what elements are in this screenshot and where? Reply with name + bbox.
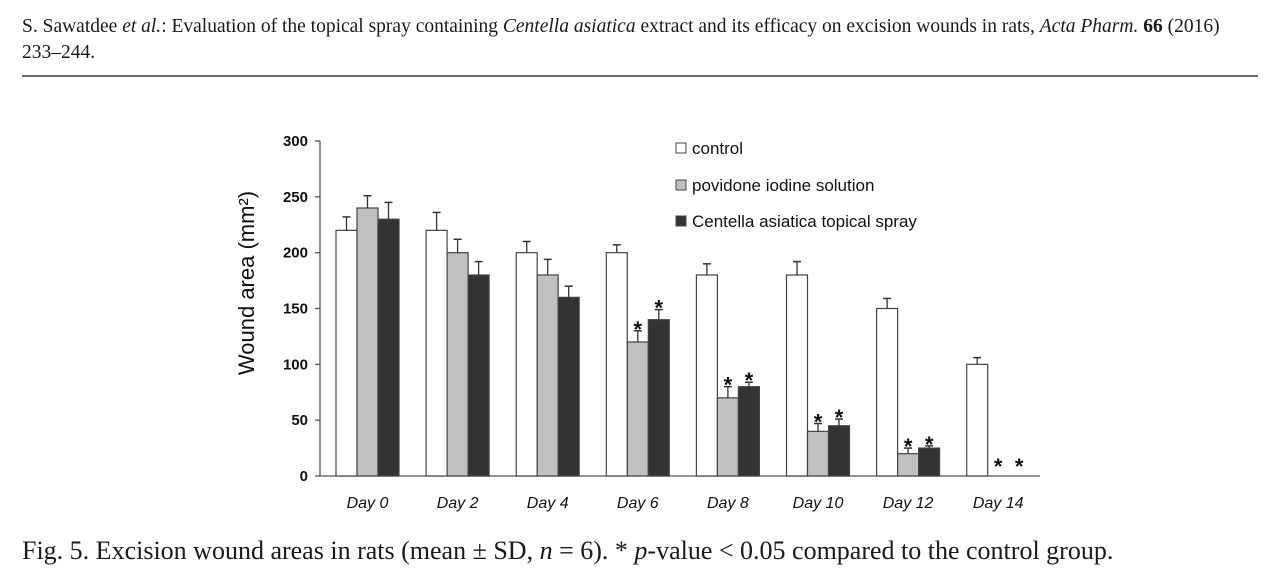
y-tick-label: 100 [283, 356, 308, 373]
bar-day-10-s2 [827, 425, 851, 477]
bars: * * * * * * * * * * [335, 194, 1024, 479]
bar-day-0-s2 [377, 218, 400, 477]
bar-day-2-s2 [467, 274, 490, 477]
legend-label: povidone iodine solution [692, 176, 874, 195]
bar-day-8-s1 [716, 397, 740, 477]
bar-day-10-s1 [806, 430, 830, 477]
y-tick-label: 50 [291, 412, 308, 429]
x-tick-label: Day 2 [437, 495, 479, 512]
bar-day-14-s0 [966, 363, 989, 477]
bar-day-6-s2 [647, 319, 670, 477]
x-tick-label: Day 10 [793, 495, 844, 512]
header-journal: Acta Pharm. [1039, 16, 1139, 37]
legend-swatch [675, 142, 687, 154]
header-year-pages: (2016) 233–244. [22, 16, 1220, 63]
header-species: Centella asiatica [502, 16, 636, 37]
bar-day-6-s0 [605, 252, 628, 477]
x-tick-label: Day 14 [973, 495, 1024, 512]
header-title-rest: extract and its efficacy on excision wou… [635, 16, 1040, 37]
header-volume: 66 [1143, 16, 1163, 37]
bar-day-4-s1 [536, 274, 559, 477]
legend-swatch [675, 215, 687, 227]
significance-star: * [724, 373, 733, 398]
y-tick-label: 300 [283, 133, 308, 150]
significance-star: * [1015, 454, 1024, 479]
caption-n-rest: = 6). * [552, 536, 635, 565]
significance-star: * [634, 317, 643, 342]
bar-day-4-s0 [515, 252, 538, 477]
bar-day-4-s2 [557, 296, 580, 477]
bar-chart: 0 50 100 150 200 250 300 Day 0 Day 2 Day 4 Day 6 Da… [234, 133, 1040, 512]
header-authors: S. Sawatdee [22, 16, 118, 37]
y-tick-label: 250 [283, 189, 308, 206]
paper-header: S. Sawatdee et al.: Evaluation of the to… [22, 14, 1262, 66]
caption-n: n [539, 536, 553, 565]
header-rule [22, 75, 1258, 77]
legend-label: control [692, 139, 743, 158]
legend: control povidone iodine solution Centella … [675, 139, 917, 231]
caption-p: p [634, 536, 648, 565]
x-tick-label: Day 6 [617, 495, 659, 512]
legend-swatch [675, 179, 687, 191]
significance-star: * [925, 432, 934, 457]
x-tick-label: Day 12 [883, 495, 934, 512]
y-tick-label: 0 [300, 468, 308, 485]
significance-star: * [835, 405, 844, 430]
significance-star: * [814, 410, 823, 435]
bar-day-6-s1 [626, 341, 649, 477]
figure-caption: Fig. 5. Excision wound areas in rats (me… [22, 536, 1113, 566]
y-axis-label: Wound area (mm²) [234, 191, 259, 375]
header-sep: : Evaluation of the topical spray contai… [161, 16, 503, 37]
bar-day-8-s0 [695, 274, 719, 477]
bar-day-2-s1 [446, 252, 469, 477]
legend-label: Centella asiatica topical spray [692, 212, 917, 231]
bar-day-0-s0 [335, 229, 358, 477]
bar-day-0-s1 [356, 207, 379, 477]
significance-star: * [994, 454, 1003, 479]
caption-prefix: Fig. 5. Excision wound areas in rats (me… [22, 536, 540, 565]
y-tick-label: 150 [283, 301, 308, 318]
y-tick-label: 200 [283, 245, 308, 262]
x-tick-label: Day 8 [707, 495, 749, 512]
bar-day-2-s0 [425, 229, 448, 477]
bar-day-8-s2 [737, 386, 761, 477]
x-tick-label: Day 0 [347, 495, 389, 512]
significance-star: * [904, 434, 913, 459]
header-et-al: et al. [122, 16, 162, 37]
significance-star: * [745, 368, 754, 393]
significance-star: * [655, 296, 664, 321]
bar-day-10-s0 [785, 274, 809, 477]
bar-day-12-s0 [875, 307, 899, 477]
x-tick-label: Day 4 [527, 495, 569, 512]
caption-suffix: -value < 0.05 compared to the control gr… [647, 536, 1114, 565]
